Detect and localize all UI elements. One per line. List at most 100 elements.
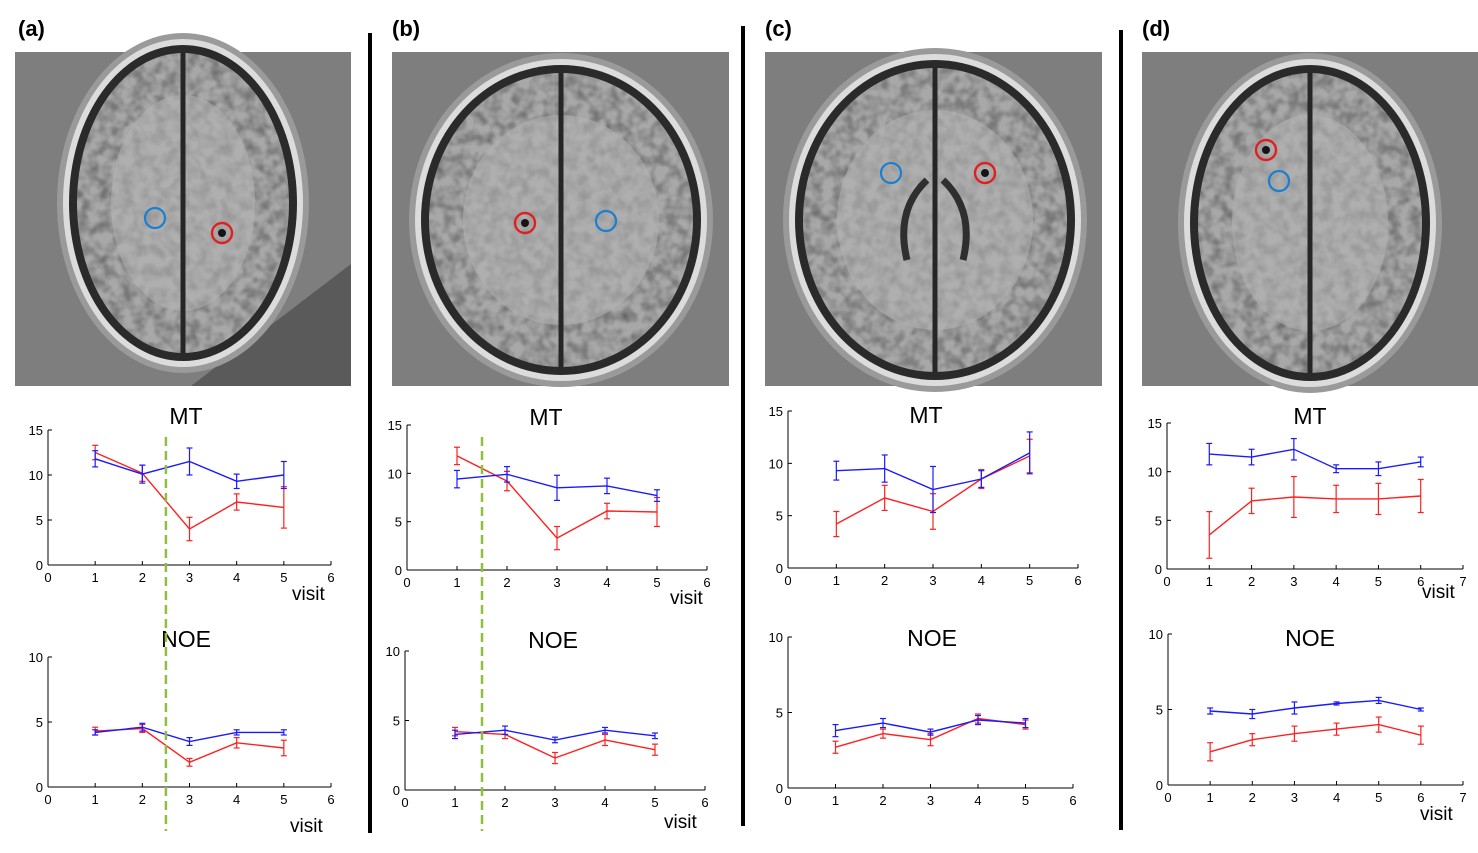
error-bar-blue: [280, 729, 287, 736]
error-bar-blue: [92, 450, 99, 468]
x-tick-label: 4: [233, 570, 240, 585]
lesion-spot: [981, 169, 989, 177]
error-bar-red: [454, 446, 460, 466]
y-tick-label: 10: [386, 644, 400, 659]
series-line-blue: [1209, 448, 1421, 470]
roi-circle-red: [1254, 138, 1278, 162]
y-tick-label: 10: [1149, 627, 1163, 642]
lesion-spot: [1262, 146, 1270, 154]
error-bar-red: [1291, 725, 1298, 742]
error-bar-red: [280, 739, 287, 757]
y-tick-label: 5: [393, 714, 400, 729]
error-bar-blue: [280, 460, 287, 490]
y-tick-label: 0: [395, 563, 402, 578]
roi-circle-red: [513, 211, 537, 235]
error-bar-blue: [92, 729, 99, 736]
panel-label-d: (d): [1142, 16, 1170, 41]
error-bar-blue: [452, 729, 458, 740]
mri-image: [15, 33, 351, 386]
x-axis-label: visit: [290, 816, 323, 837]
error-bar-blue: [975, 714, 981, 726]
x-tick-label: 2: [503, 575, 510, 590]
y-tick-label: 10: [769, 630, 783, 645]
error-bar-red: [833, 510, 840, 538]
error-bar-blue: [604, 477, 610, 495]
chart-c-mt: 0 1 2 3 4 5 6 0 5 10 15 MT: [769, 402, 1082, 588]
roi-circle-blue: [143, 206, 167, 230]
x-tick-label: 0: [403, 575, 410, 590]
x-tick-label: 2: [879, 793, 886, 808]
error-bar-blue: [554, 474, 560, 501]
x-tick-label: 7: [1459, 574, 1466, 589]
y-tick-label: 15: [1148, 416, 1162, 431]
x-tick-label: 2: [501, 795, 508, 810]
error-bar-blue: [186, 736, 193, 747]
y-tick-label: 0: [1155, 562, 1162, 577]
panel-label-a: (a): [18, 16, 45, 41]
x-tick-label: 1: [833, 573, 840, 588]
panel-label-b: (b): [392, 16, 420, 41]
x-axis-label: visit: [1420, 804, 1453, 825]
error-bar-blue: [502, 725, 508, 736]
x-tick-label: 6: [1417, 790, 1424, 805]
x-tick-label: 2: [881, 573, 888, 588]
error-bar-red: [186, 757, 193, 767]
y-tick-label: 15: [769, 404, 783, 419]
x-tick-label: 3: [186, 792, 193, 807]
x-tick-label: 1: [451, 795, 458, 810]
error-bar-blue: [552, 736, 558, 744]
y-tick-label: 10: [1148, 465, 1162, 480]
y-tick-label: 5: [395, 515, 402, 530]
y-tick-label: 10: [769, 456, 783, 471]
error-bar-blue: [1026, 431, 1033, 475]
y-tick-label: 5: [1156, 703, 1163, 718]
x-tick-label: 6: [1074, 573, 1081, 588]
error-bar-red: [1375, 716, 1382, 733]
x-tick-label: 5: [1022, 793, 1029, 808]
error-bar-blue: [186, 447, 193, 476]
x-tick-label: 3: [927, 793, 934, 808]
x-tick-label: 1: [832, 793, 839, 808]
error-bar-blue: [454, 469, 460, 489]
chart-title: NOE: [528, 627, 578, 653]
y-tick-label: 5: [1155, 513, 1162, 528]
x-tick-label: 4: [1333, 790, 1340, 805]
x-tick-label: 0: [401, 795, 408, 810]
x-tick-label: 5: [1026, 573, 1033, 588]
error-bar-blue: [978, 470, 985, 489]
roi-circle-red: [973, 161, 997, 185]
x-tick-label: 5: [651, 795, 658, 810]
panel-label-c: (c): [765, 16, 792, 41]
chart-title: MT: [1293, 403, 1326, 429]
x-axis-label: visit: [1422, 582, 1455, 603]
series-line-red: [1209, 723, 1422, 753]
x-tick-label: 0: [44, 792, 51, 807]
error-bar-red: [233, 493, 240, 511]
mri-image: [1142, 52, 1478, 393]
x-tick-label: 0: [784, 573, 791, 588]
x-tick-label: 3: [551, 795, 558, 810]
x-tick-label: 7: [1459, 790, 1466, 805]
error-bar-blue: [1417, 707, 1424, 712]
y-tick-label: 10: [29, 468, 43, 483]
ventricle: [940, 177, 970, 261]
y-tick-label: 15: [29, 423, 43, 438]
chart-b-mt: 0 1 2 3 4 5 6 0 5 10 15 MT visit: [388, 404, 711, 609]
x-tick-label: 1: [92, 792, 99, 807]
x-tick-label: 1: [453, 575, 460, 590]
y-tick-label: 0: [1156, 778, 1163, 793]
mri-image: [392, 52, 729, 387]
chart-a-noe: 0 1 2 3 4 5 6 0 5 10 NOE visit: [29, 626, 335, 837]
error-bar-blue: [1417, 456, 1424, 468]
y-tick-label: 5: [776, 509, 783, 524]
x-tick-label: 6: [1069, 793, 1076, 808]
y-tick-label: 5: [776, 706, 783, 721]
chart-title: NOE: [1285, 625, 1335, 651]
error-bar-red: [652, 743, 658, 756]
error-bar-red: [880, 728, 886, 739]
error-bar-red: [1417, 725, 1424, 745]
error-bar-red: [1207, 742, 1214, 762]
mri-image: [765, 48, 1102, 392]
x-tick-label: 1: [1207, 790, 1214, 805]
